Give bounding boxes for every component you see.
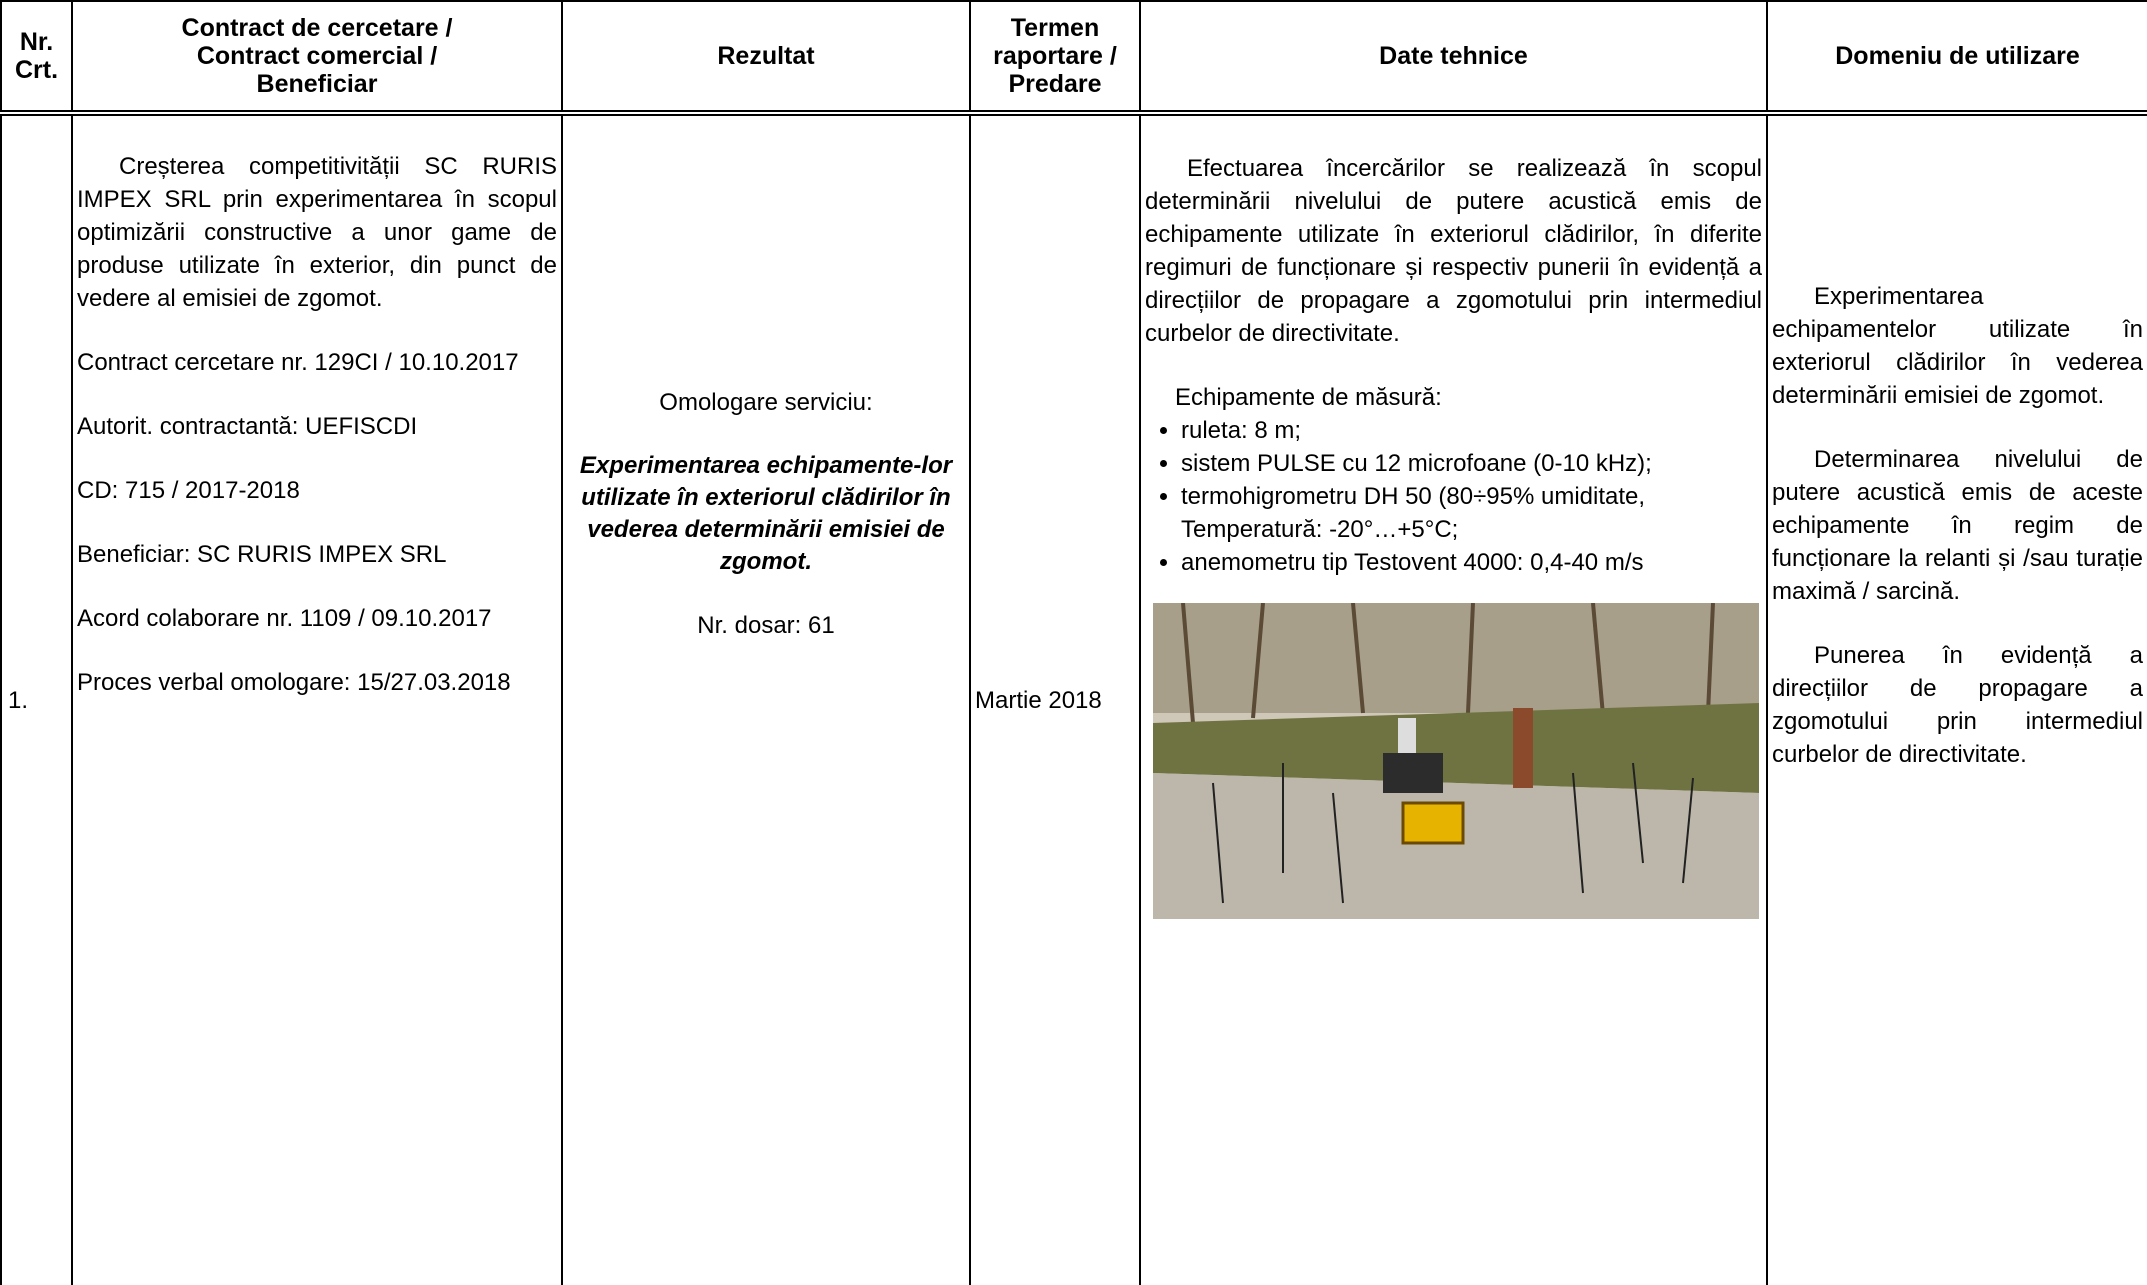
contract-text: Creșterea competitivității SC RURIS IMPE… xyxy=(77,153,557,312)
domeniu-text: Experimentarea echipamentelor utilizate … xyxy=(1772,283,2143,409)
equipment-item: termohigrometru DH 50 (80÷95% umiditate,… xyxy=(1181,480,1762,546)
header-cell: Termen raportare / Predare xyxy=(969,0,1141,116)
contract-text: CD: 715 / 2017-2018 xyxy=(77,477,300,504)
contract-text: Acord colaborare nr. 1109 / 09.10.2017 xyxy=(77,605,492,632)
row: 1. Creșterea competitivității SC RURIS I… xyxy=(0,112,2147,1285)
equipment-item: ruleta: 8 m; xyxy=(1181,414,1762,447)
number: 1. xyxy=(0,112,73,1285)
domeniu-text: Punerea în evidență a direcțiilor de pro… xyxy=(1772,642,2143,768)
date-cell: Efectuarea încercărilor se realizează în… xyxy=(1139,112,1768,1285)
equipment-title: Echipamente de măsură: xyxy=(1175,384,1442,411)
header-cell: Nr. Crt. xyxy=(0,0,73,116)
header-row: Nr. Crt. Contract de cercetare / Contrac… xyxy=(0,0,2147,116)
contract-text: Beneficiar: SC RURIS IMPEX SRL xyxy=(77,541,447,568)
contract-text: Autorit. contractantă: UEFISCDI xyxy=(77,413,418,440)
date-intro: Efectuarea încercărilor se realizează în… xyxy=(1145,155,1762,347)
termen: Martie 2018 xyxy=(969,112,1141,1285)
header-cell: Rezultat xyxy=(561,0,971,116)
contract-text: Contract cercetare nr. 129CI / 10.10.201… xyxy=(77,349,519,376)
contract-text: Proces verbal omologare: 15/27.03.2018 xyxy=(77,669,511,696)
rezultat-cell: Omologare serviciu: Experimentarea echip… xyxy=(561,112,971,1285)
rezultat-label: Omologare serviciu: xyxy=(659,389,873,416)
domeniu-cell: Experimentarea echipamentelor utilizate … xyxy=(1766,112,2147,1285)
equipment-list: ruleta: 8 m; sistem PULSE cu 12 microfoa… xyxy=(1145,414,1762,579)
equipment-item: sistem PULSE cu 12 microfoane (0-10 kHz)… xyxy=(1181,447,1762,480)
header-cell: Date tehnice xyxy=(1139,0,1768,116)
equipment-item: anemometru tip Testovent 4000: 0,4-40 m/… xyxy=(1181,546,1762,579)
photo xyxy=(1153,603,1759,919)
contract-cell: Creșterea competitivității SC RURIS IMPE… xyxy=(71,112,563,1285)
header-cell: Domeniu de utilizare xyxy=(1766,0,2147,116)
rezultat-dosar: Nr. dosar: 61 xyxy=(697,612,835,639)
domeniu-text: Determinarea nivelului de putere acustic… xyxy=(1772,446,2143,605)
header-cell: Contract de cercetare / Contract comerci… xyxy=(71,0,563,116)
rezultat-title: Experimentarea echipamente-lor utilizate… xyxy=(579,452,953,575)
page: Nr. Crt. Contract de cercetare / Contrac… xyxy=(0,0,2147,1011)
